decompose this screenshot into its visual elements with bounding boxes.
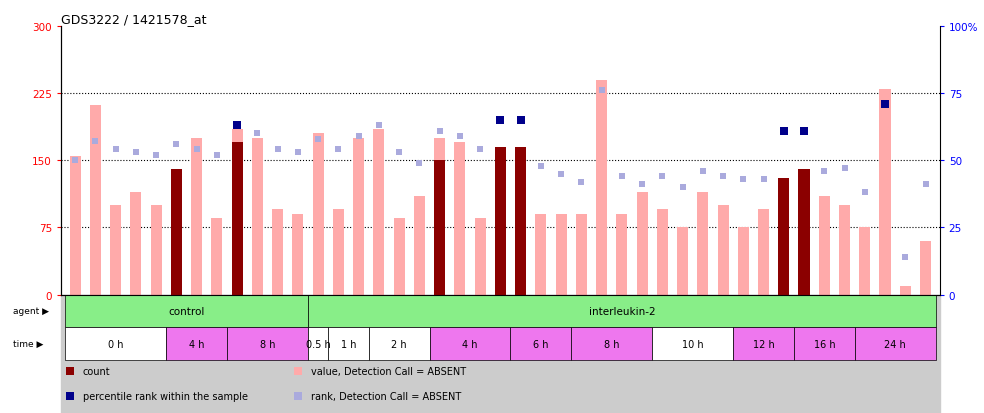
Text: 16 h: 16 h [814,339,835,349]
Bar [839,206,850,295]
Bar [616,214,628,295]
Text: 0.5 h: 0.5 h [306,339,331,349]
Text: 8 h: 8 h [604,339,620,349]
Bar [90,105,101,295]
Bar [429,328,511,360]
Bar [308,295,936,328]
Bar [65,328,166,360]
Bar [171,170,182,295]
Text: interleukin-2: interleukin-2 [588,306,655,316]
Text: value, Detection Call = ABSENT: value, Detection Call = ABSENT [312,366,466,376]
Text: percentile rank within the sample: percentile rank within the sample [83,391,248,401]
Bar [717,206,728,295]
Text: GDS3222 / 1421578_at: GDS3222 / 1421578_at [61,13,207,26]
Bar [231,130,243,295]
Bar [798,174,810,295]
Bar [778,183,789,295]
Bar [455,143,465,295]
Bar [798,170,810,295]
Bar [130,192,142,295]
Bar [65,295,308,328]
Bar [373,130,385,295]
Bar [556,214,567,295]
Bar [572,328,652,360]
Bar [880,89,891,295]
Bar [778,179,789,295]
Bar [515,147,526,295]
Text: 2 h: 2 h [392,339,407,349]
Text: 0 h: 0 h [108,339,123,349]
Bar [511,328,572,360]
Bar [434,138,445,295]
Bar [515,147,526,295]
Bar [252,138,263,295]
Bar [191,138,203,295]
Bar [637,192,647,295]
Bar [273,210,283,295]
Bar [70,157,81,295]
Text: rank, Detection Call = ABSENT: rank, Detection Call = ABSENT [312,391,461,401]
Bar [292,214,303,295]
Bar [758,210,769,295]
Bar [227,328,308,360]
Bar [899,286,911,295]
Bar [313,134,324,295]
Bar [329,328,369,360]
Bar [495,147,506,295]
Bar [576,214,586,295]
Text: control: control [168,306,205,316]
Bar [855,328,936,360]
Text: 6 h: 6 h [533,339,549,349]
Text: 24 h: 24 h [885,339,906,349]
Bar [394,219,404,295]
Bar [652,328,733,360]
Bar [212,219,222,295]
Bar [677,228,688,295]
Bar [495,147,506,295]
Text: 1 h: 1 h [340,339,356,349]
Text: count: count [83,366,110,376]
Text: 8 h: 8 h [260,339,276,349]
Bar [656,210,668,295]
Bar [859,228,871,295]
Bar [920,241,931,295]
Bar [535,214,546,295]
Bar [738,228,749,295]
Bar [596,81,607,295]
Bar [151,206,161,295]
Text: time ▶: time ▶ [13,339,43,349]
Bar [110,206,121,295]
Bar [308,328,329,360]
Bar [414,197,425,295]
Bar [353,138,364,295]
Bar [171,170,182,295]
Bar [474,219,486,295]
Bar [231,143,243,295]
Bar [794,328,855,360]
Bar [733,328,794,360]
Text: 4 h: 4 h [189,339,205,349]
Bar [698,192,708,295]
Bar [333,210,344,295]
Text: 4 h: 4 h [462,339,478,349]
Bar [166,328,227,360]
Text: 10 h: 10 h [682,339,704,349]
Bar [434,161,445,295]
Bar [369,328,429,360]
Text: agent ▶: agent ▶ [13,307,48,316]
Bar [819,197,830,295]
Text: 12 h: 12 h [753,339,774,349]
